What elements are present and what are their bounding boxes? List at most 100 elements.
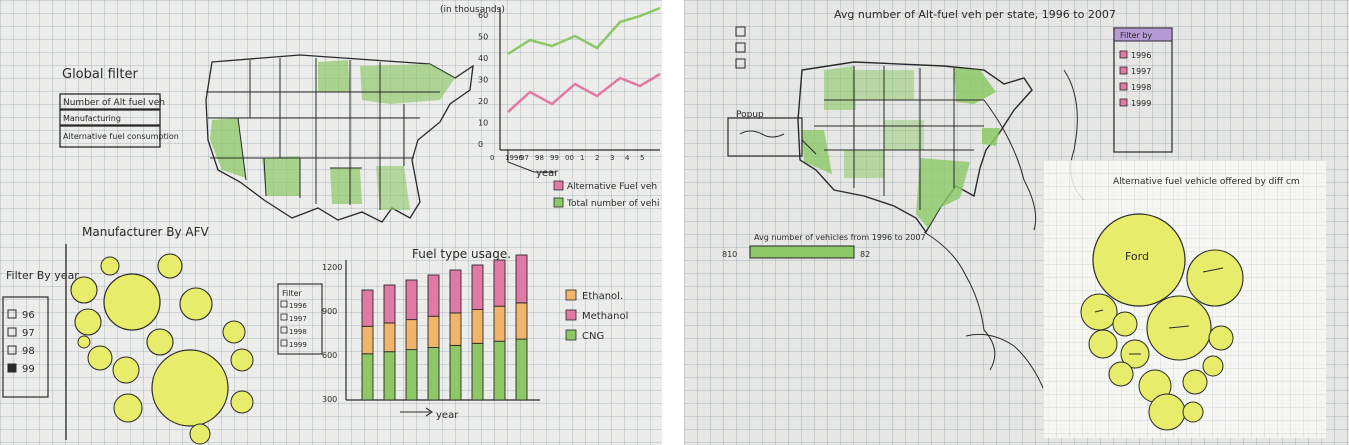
fuel-filter-option[interactable]: 1996 [289, 302, 307, 310]
year-checkbox[interactable] [7, 327, 17, 337]
year-option-label[interactable]: 97 [22, 328, 35, 339]
fuel-filter-option[interactable]: 1997 [289, 315, 307, 323]
filter-by-year-options[interactable]: 96 97 98 99 [7, 309, 35, 375]
view-grid-icon [735, 26, 746, 37]
line-y-tick: 40 [478, 54, 488, 63]
popup-label: Popup [736, 110, 764, 120]
fuel-bar-methanol [449, 269, 462, 314]
slider-max-label: 82 [860, 250, 870, 259]
filter-by-panel[interactable]: Filter by 1996 1997 1998 1999 [1113, 27, 1173, 153]
view-icons[interactable] [735, 26, 746, 69]
line-y-tick: 20 [478, 97, 488, 106]
panel-year-checkbox[interactable] [1119, 66, 1128, 75]
global-filter-title: Global filter [62, 67, 138, 82]
bubble-sheet-title: Alternative fuel vehicle offered by diff… [1113, 177, 1300, 187]
line-x-tick: 2 [595, 154, 599, 162]
fuel-bar-methanol [361, 289, 374, 327]
fuel-bar-cng [361, 353, 374, 401]
fuel-bar-ethanol [493, 305, 506, 342]
global-filter-option-3[interactable]: Alternative fuel consumption [63, 132, 179, 141]
line-y-tick: 30 [478, 76, 488, 85]
line-x-tick: 99 [550, 154, 559, 162]
fuel-bar-methanol [471, 264, 484, 310]
global-filter-option-2[interactable]: Manufacturing [63, 114, 121, 123]
bubble-ford-label: Ford [1125, 250, 1149, 263]
year-checkbox[interactable] [7, 309, 17, 319]
filter-by-year-box [2, 296, 49, 398]
panel-year-checkbox[interactable] [1119, 50, 1128, 59]
line-y-tick: 60 [478, 11, 488, 20]
line-x-tick: 4 [625, 154, 630, 162]
line-legend-total: Total number of vehi [566, 199, 659, 209]
fuel-legend-methanol: Methanol [582, 311, 628, 322]
year-checkbox[interactable] [7, 345, 17, 355]
page-gutter [662, 0, 684, 445]
fuel-usage-title: Fuel type usage. [412, 247, 511, 261]
line-x-tick: 5 [640, 154, 644, 162]
view-list-icon [735, 42, 746, 53]
line-x-tick: 3 [610, 154, 614, 162]
right-sketch: Avg number of Alt-fuel veh per state, 19… [722, 8, 1173, 391]
line-x-tick: 1996 [505, 154, 523, 162]
fuel-filter-option[interactable]: 1998 [289, 328, 307, 336]
left-sketch-page: Global filter Number of Alt fuel veh Man… [0, 0, 662, 445]
manufacturer-title: Manufacturer By AFV [82, 225, 209, 239]
panel-year-checkbox[interactable] [1119, 82, 1128, 91]
fuel-bar-cng [383, 351, 396, 401]
fuel-chart-x-label: year [436, 410, 459, 421]
us-map-sketch [205, 54, 474, 223]
fuel-bar-methanol [493, 259, 506, 307]
fuel-filter-checkbox[interactable] [280, 300, 288, 308]
fuel-y-tick: 300 [322, 395, 337, 404]
bubble-sheet: Alternative fuel vehicle offered by diff… [1043, 160, 1326, 438]
filter-panel-title: Filter by [1120, 31, 1152, 40]
fuel-legend-ethanol: Ethanol. [582, 291, 623, 302]
global-filter-options[interactable]: Number of Alt fuel veh Manufacturing Alt… [59, 93, 179, 148]
fuel-bar-methanol [427, 274, 440, 317]
panel-year-label[interactable]: 1997 [1131, 67, 1151, 76]
fuel-bar-ethanol [515, 302, 528, 340]
panel-year-checkbox[interactable] [1119, 98, 1128, 107]
fuel-bar-cng [449, 344, 462, 401]
fuel-y-tick: 900 [322, 307, 337, 316]
year-checkbox[interactable] [7, 363, 17, 373]
year-option-label[interactable]: 96 [22, 310, 35, 321]
panel-year-label[interactable]: 1999 [1131, 99, 1151, 108]
fuel-filter-box [277, 283, 323, 355]
right-us-map-sketch [797, 61, 1085, 391]
panel-year-label[interactable]: 1998 [1131, 83, 1151, 92]
line-y-tick: 0 [478, 140, 483, 149]
slider-track[interactable] [749, 245, 855, 259]
line-x-tick: 98 [535, 154, 544, 162]
fuel-bar-ethanol [449, 312, 462, 346]
manufacturer-bubbles [70, 253, 254, 445]
line-y-tick: 10 [478, 119, 488, 128]
panel-year-label[interactable]: 1996 [1131, 51, 1151, 60]
slider-title: Avg number of vehicles from 1996 to 2007 [754, 233, 926, 242]
fuel-bar-ethanol [383, 322, 396, 353]
fuel-filter-option[interactable]: 1999 [289, 341, 307, 349]
bubble-chart-sketch: Alternative fuel vehicle offered by diff… [1080, 177, 1300, 431]
fuel-bar-cng [515, 338, 528, 401]
fuel-filter-checkbox[interactable] [280, 326, 288, 334]
fuel-bar-cng [493, 340, 506, 401]
avg-vehicles-slider[interactable]: Avg number of vehicles from 1996 to 2007… [722, 233, 926, 259]
line-legend-alt-fuel: Alternative Fuel veh [567, 182, 657, 192]
line-x-tick: 1 [580, 154, 584, 162]
fuel-bar-methanol [405, 279, 418, 321]
line-chart-x-label: year [536, 168, 559, 179]
global-filter-option-1[interactable]: Number of Alt fuel veh [63, 98, 165, 108]
fuel-y-tick: 600 [322, 351, 337, 360]
map-title: Avg number of Alt-fuel veh per state, 19… [834, 8, 1116, 21]
fuel-bar-methanol [383, 284, 396, 324]
year-option-label[interactable]: 99 [22, 364, 35, 375]
bubble-ford [1092, 213, 1186, 307]
filter-panel-years[interactable]: 1996 1997 1998 1999 [1119, 50, 1151, 108]
fuel-stacked-bars [361, 254, 528, 401]
year-option-label[interactable]: 98 [22, 346, 35, 357]
fuel-filter-options[interactable]: 1996 1997 1998 1999 [280, 300, 307, 349]
fuel-filter-checkbox[interactable] [280, 339, 288, 347]
fuel-bar-cng [405, 349, 418, 401]
fuel-filter-checkbox[interactable] [280, 313, 288, 321]
